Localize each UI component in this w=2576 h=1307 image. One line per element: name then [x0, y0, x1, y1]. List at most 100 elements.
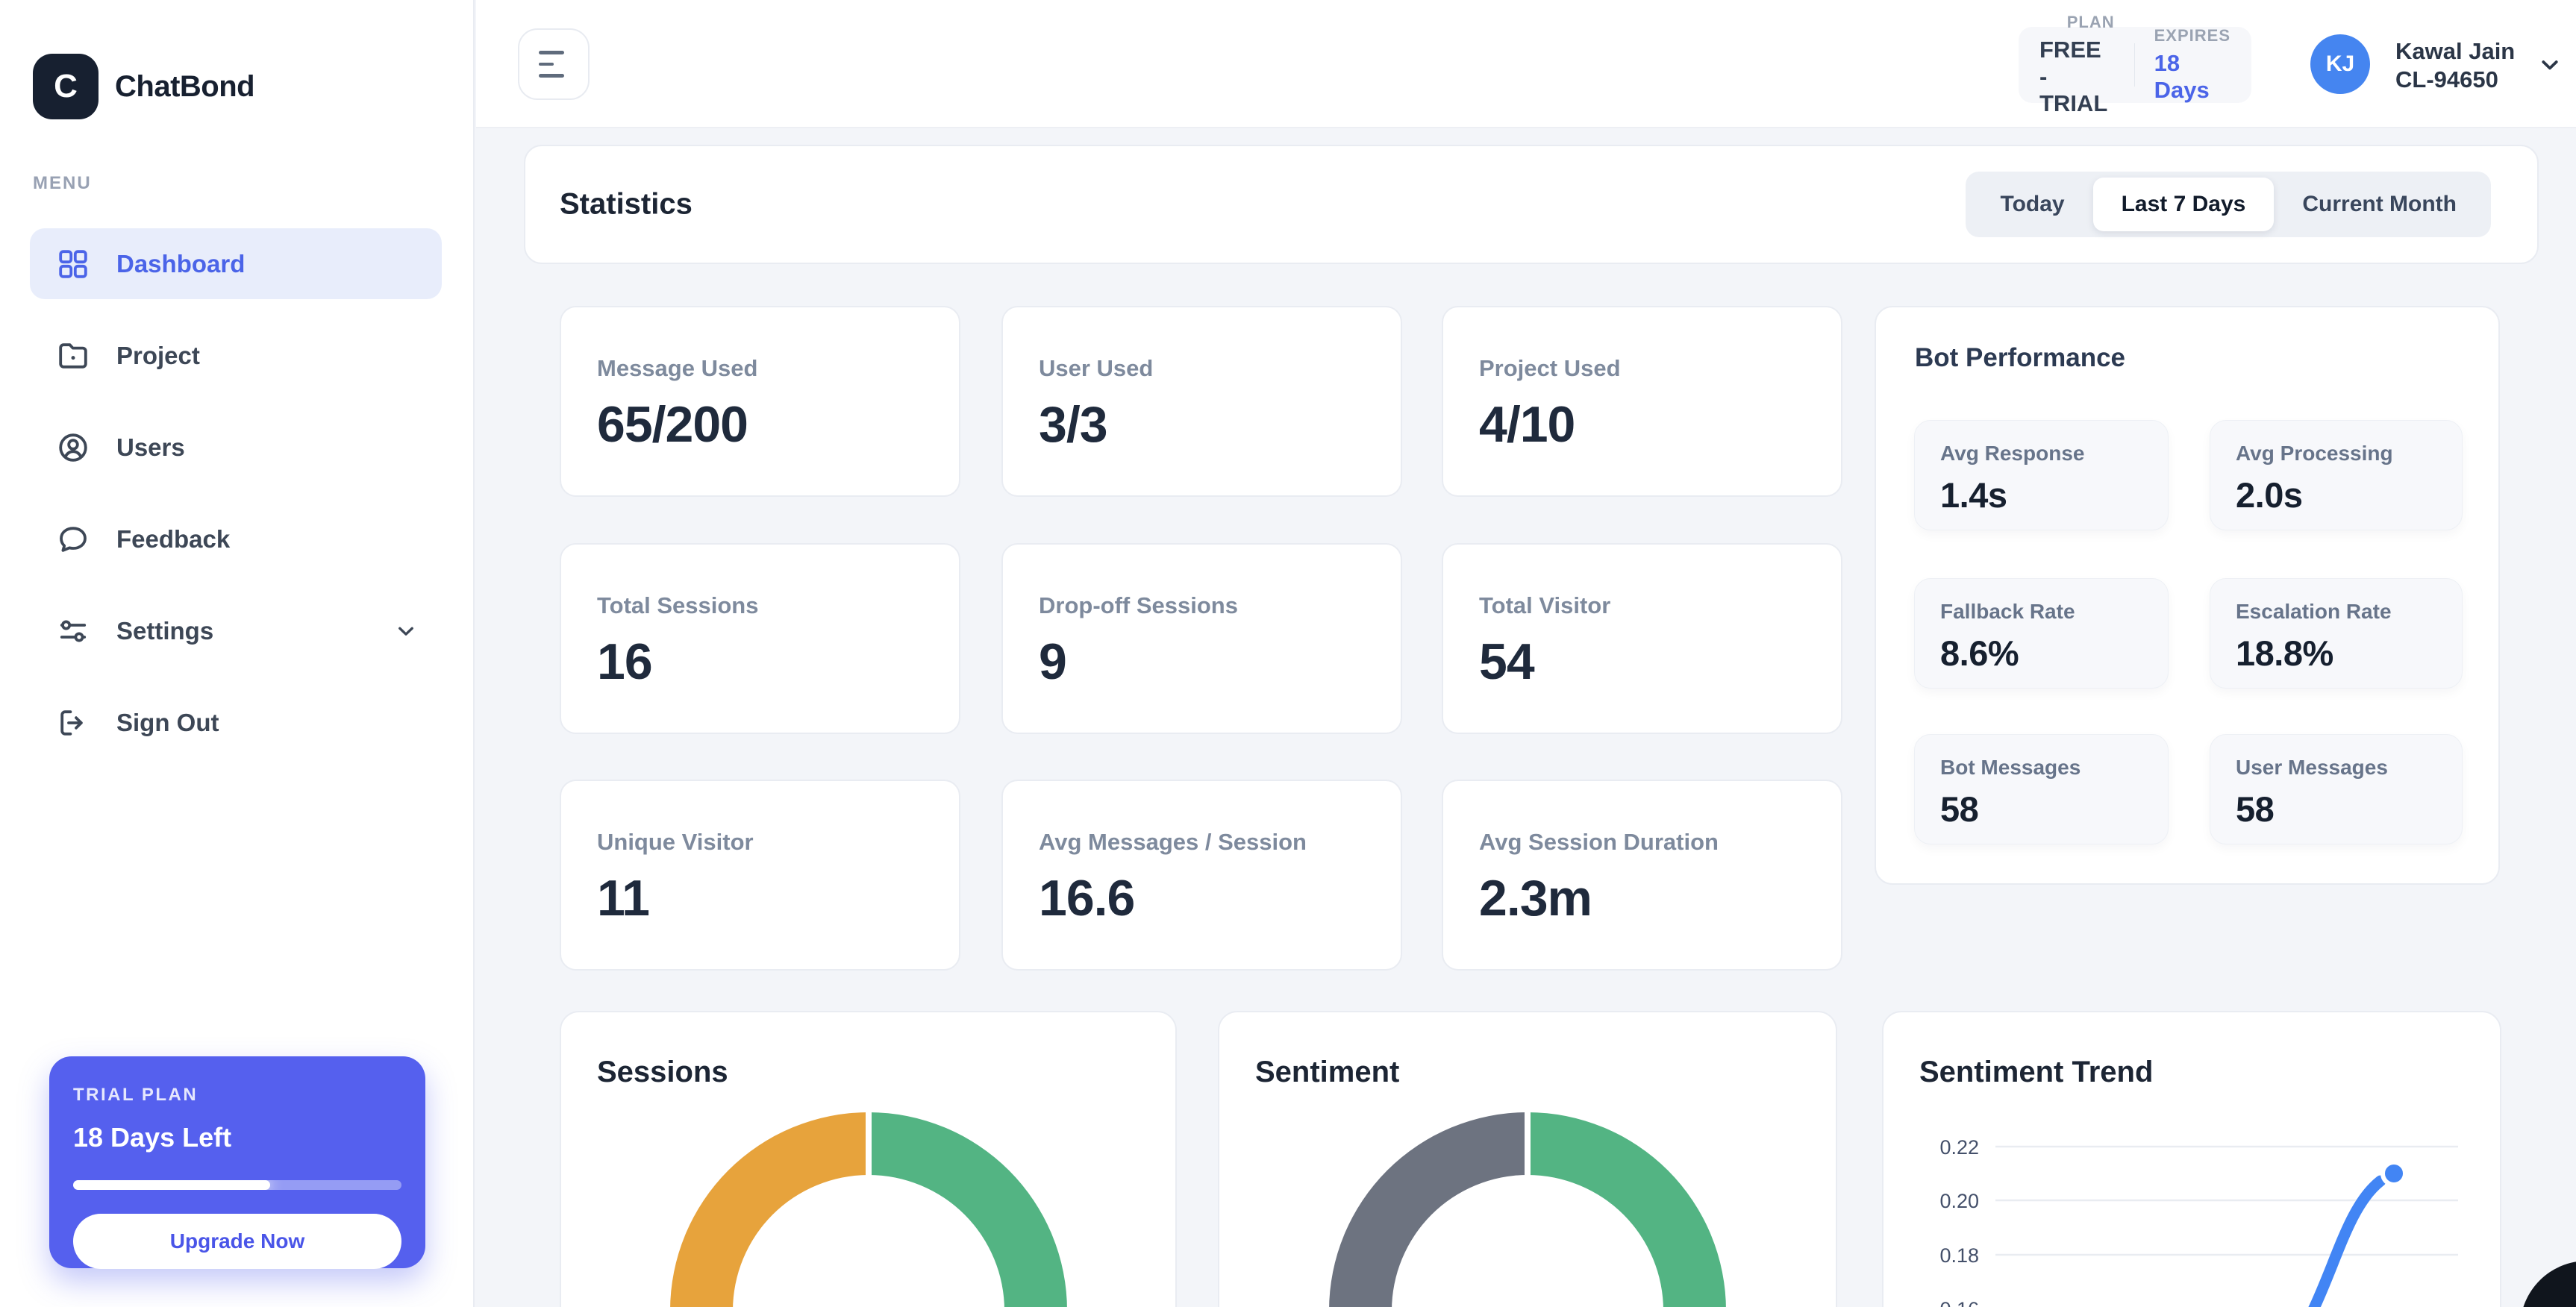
user-id: CL-94650	[2395, 66, 2498, 93]
metric-label: Escalation Rate	[2236, 600, 2392, 623]
sentiment-chart-title: Sentiment	[1255, 1056, 1400, 1088]
sentiment-donut-chart	[1329, 1112, 1726, 1307]
sidebar-item-feedback[interactable]: Feedback	[30, 504, 442, 574]
metric-value: 1.4s	[1940, 475, 2007, 515]
metric-value: 8.6%	[1940, 633, 2019, 673]
sidebar-toggle-button[interactable]	[518, 28, 590, 100]
statistics-header-card: Statistics Today Last 7 Days Current Mon…	[524, 145, 2539, 264]
sidebar-item-dashboard[interactable]: Dashboard	[30, 228, 442, 299]
stat-label: Drop-off Sessions	[1039, 592, 1238, 618]
sidebar-item-users[interactable]: Users	[30, 412, 442, 483]
y-tick: 0.20	[1939, 1190, 1979, 1212]
sessions-chart-card: Sessions	[560, 1011, 1177, 1307]
stat-card-project-used: Project Used 4/10	[1442, 306, 1842, 497]
stat-label: User Used	[1039, 355, 1154, 381]
metric-value: 2.0s	[2236, 475, 2303, 515]
tab-today[interactable]: Today	[2000, 192, 2065, 216]
stat-card-total-sessions: Total Sessions 16	[560, 543, 960, 734]
sidebar-item-label: Project	[116, 341, 200, 369]
sessions-donut-chart	[669, 1112, 1067, 1307]
metric-value: 58	[1940, 789, 1979, 829]
sidebar-item-label: Sign Out	[116, 708, 219, 736]
donut-divider	[1525, 1112, 1531, 1176]
y-tick: 0.18	[1939, 1244, 1979, 1267]
stat-card-total-visitor: Total Visitor 54	[1442, 543, 1842, 734]
brand-name: ChatBond	[115, 69, 255, 103]
trial-plan-card: TRIAL PLAN 18 Days Left Upgrade Now	[49, 1056, 425, 1269]
metric-label: Fallback Rate	[1940, 600, 2075, 623]
metric-fallback-rate: Fallback Rate 8.6%	[1914, 578, 2169, 689]
tab-current-month[interactable]: Current Month	[2302, 192, 2457, 216]
stat-label: Avg Messages / Session	[1039, 829, 1307, 855]
sentiment-chart-card: Sentiment	[1218, 1011, 1837, 1307]
metric-bot-messages: Bot Messages 58	[1914, 734, 2169, 844]
stat-card-drop-off-sessions: Drop-off Sessions 9	[1001, 543, 1402, 734]
metric-avg-response: Avg Response 1.4s	[1914, 420, 2169, 530]
sessions-chart-title: Sessions	[597, 1056, 728, 1088]
user-name: Kawal Jain	[2395, 38, 2516, 64]
trial-progress-track	[73, 1180, 401, 1190]
sentiment-trend-line-chart: 0.22 0.20 0.18 0.16	[1883, 1124, 2503, 1307]
sidebar-item-sign-out[interactable]: Sign Out	[30, 687, 442, 758]
expires-value: 18 Days	[2154, 50, 2210, 103]
sliders-icon	[55, 613, 91, 649]
plan-value: FREE - TRIAL	[2039, 37, 2108, 116]
stat-value: 9	[1039, 633, 1067, 690]
stat-card-user-used: User Used 3/3	[1001, 306, 1402, 497]
y-tick: 0.22	[1939, 1136, 1979, 1159]
time-range-tabs: Today Last 7 Days Current Month	[1966, 172, 2491, 237]
plan-column: PLAN FREE - TRIAL	[2039, 13, 2115, 117]
avatar-initials: KJ	[2325, 51, 2355, 76]
metric-label: Bot Messages	[1940, 756, 2081, 779]
metric-value: 18.8%	[2236, 633, 2333, 673]
sidebar-item-label: Feedback	[116, 524, 231, 553]
metric-label: User Messages	[2236, 756, 2388, 779]
trend-line	[2308, 1175, 2386, 1307]
stat-card-message-used: Message Used 65/200	[560, 306, 960, 497]
stat-label: Message Used	[597, 355, 758, 381]
metric-user-messages: User Messages 58	[2210, 734, 2463, 844]
metric-label: Avg Processing	[2236, 442, 2393, 465]
metric-avg-processing: Avg Processing 2.0s	[2210, 420, 2463, 530]
metric-label: Avg Response	[1940, 442, 2085, 465]
dashboard-content: Statistics Today Last 7 Days Current Mon…	[476, 128, 2576, 1307]
menu-section-label: MENU	[33, 173, 92, 193]
stat-value: 4/10	[1479, 396, 1575, 453]
stat-label: Total Sessions	[597, 592, 759, 618]
sidebar-item-label: Users	[116, 433, 185, 461]
stat-value: 2.3m	[1479, 870, 1592, 927]
avatar[interactable]: KJ	[2310, 34, 2370, 94]
stat-value: 54	[1479, 633, 1535, 690]
y-tick: 0.16	[1939, 1298, 1979, 1307]
pill-divider	[2133, 43, 2135, 87]
sentiment-trend-title: Sentiment Trend	[1919, 1056, 2154, 1088]
stat-label: Total Visitor	[1479, 592, 1611, 618]
chat-bubble-icon	[55, 521, 91, 557]
user-menu[interactable]: Kawal Jain CL-94650	[2395, 37, 2515, 94]
stat-value: 65/200	[597, 396, 748, 453]
trial-plan-label: TRIAL PLAN	[73, 1085, 198, 1105]
folder-icon	[55, 338, 91, 374]
user-chevron-down-icon[interactable]	[2536, 51, 2564, 79]
trial-progress-fill	[73, 1180, 270, 1190]
donut-divider	[865, 1112, 872, 1176]
brand-logo: C	[33, 54, 99, 119]
tab-last-7-days[interactable]: Last 7 Days	[2092, 178, 2275, 231]
dashboard-grid-icon	[55, 246, 91, 282]
stat-value: 16.6	[1039, 870, 1135, 927]
brand-initial: C	[54, 68, 78, 104]
stat-label: Unique Visitor	[597, 829, 754, 855]
stat-value: 3/3	[1039, 396, 1108, 453]
upgrade-now-button[interactable]: Upgrade Now	[73, 1214, 401, 1269]
stat-label: Project Used	[1479, 355, 1621, 381]
sidebar-item-settings[interactable]: Settings	[30, 595, 442, 666]
stat-value: 11	[597, 870, 650, 927]
stat-card-avg-messages-session: Avg Messages / Session 16.6	[1001, 780, 1402, 971]
metric-escalation-rate: Escalation Rate 18.8%	[2210, 578, 2463, 689]
bot-performance-title: Bot Performance	[1915, 343, 2126, 372]
sidebar-nav: Dashboard Project Users	[30, 228, 442, 779]
bot-performance-card: Bot Performance Avg Response 1.4s Avg Pr…	[1875, 306, 2500, 885]
sidebar-item-project[interactable]: Project	[30, 320, 442, 391]
stat-value: 16	[597, 633, 653, 690]
expires-column: EXPIRES 18 Days	[2154, 26, 2230, 104]
